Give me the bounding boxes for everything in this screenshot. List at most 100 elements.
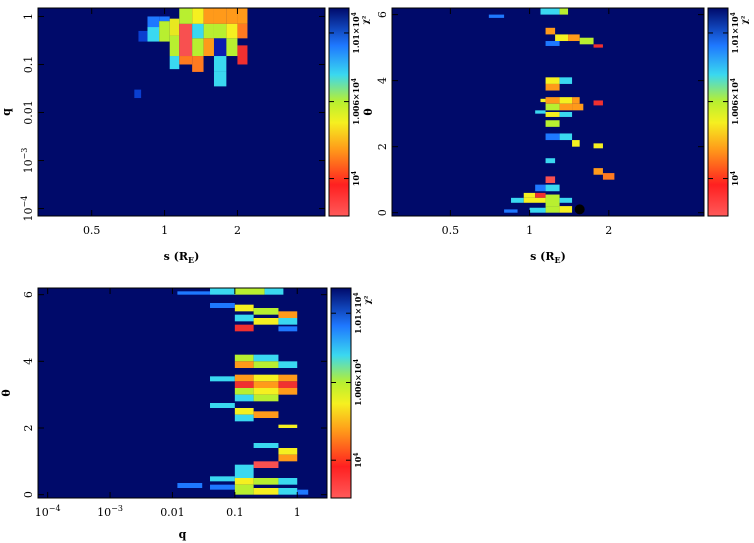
heatmap-cell (545, 176, 556, 183)
y-tick-label: 2 (376, 143, 389, 150)
heatmap-cell (559, 77, 573, 84)
heatmap-cell (545, 184, 560, 192)
heatmap-cell (559, 197, 573, 203)
colorbar-gradient (330, 287, 352, 499)
heatmap-cell (159, 21, 170, 42)
colorbar-gradient (328, 7, 350, 217)
heatmap-cell (523, 192, 536, 198)
heatmap-cell (134, 89, 142, 99)
heatmap-cell (234, 484, 254, 495)
heatmap-cell (253, 461, 279, 468)
y-tick-label: 10−4 (20, 196, 35, 222)
heatmap-cell (535, 184, 546, 192)
heatmap-cell (559, 97, 573, 104)
x-tick-label: 0.5 (83, 224, 101, 237)
x-axis-label: s (RE) (164, 250, 200, 265)
heatmap-cell (579, 37, 594, 45)
panel-top-left: 0.5 1 2 1 0.1 0.01 10−3 10−4 s (RE) q 1.01×104 1.00… (0, 7, 370, 265)
heatmap-cell (545, 83, 560, 91)
heatmap-cell (278, 454, 298, 462)
heatmap-cell (138, 30, 148, 42)
heatmap-cell (545, 77, 560, 84)
heatmap-cell (559, 8, 569, 15)
heatmap-cell (278, 388, 298, 395)
y-tick-label: 6 (376, 11, 389, 18)
heatmap-cell (504, 209, 518, 213)
heatmap-cell (213, 71, 227, 87)
heatmap-cell (535, 110, 546, 114)
heatmap-cell (572, 97, 580, 104)
x-tick-label: 0.1 (226, 506, 244, 519)
y-tick-label: 4 (376, 77, 389, 84)
y-tick-label: 10−3 (20, 148, 35, 174)
plot-frame (391, 7, 705, 217)
heatmap-cell (234, 388, 254, 395)
heatmap-cell (278, 381, 298, 388)
heatmap-cell (278, 478, 298, 485)
heatmap-cell (169, 56, 180, 70)
heatmap-cell (540, 98, 546, 103)
heatmap-cell (213, 56, 227, 72)
heatmap-cell (210, 484, 235, 490)
heatmap-cell (177, 291, 211, 295)
heatmap-cell (210, 376, 235, 382)
best-fit-marker (574, 204, 585, 215)
x-tick-label: 0.5 (442, 224, 460, 237)
heatmap-cell (234, 464, 254, 478)
heatmap-cell (545, 103, 560, 111)
x-tick-label: 2 (605, 224, 612, 237)
heatmap-cell (203, 8, 214, 24)
heatmap-cell (234, 414, 254, 422)
y-tick-label: 0.1 (22, 56, 35, 74)
heatmap-cell (234, 408, 254, 415)
y-tick-label: 4 (22, 358, 35, 365)
heatmap-cell (192, 23, 204, 39)
heatmap-cell (545, 112, 560, 117)
plot-frame (37, 7, 326, 217)
x-tick-label: 2 (234, 224, 241, 237)
heatmap-cell (226, 38, 238, 57)
heatmap-cell (237, 45, 248, 65)
panel-bottom-left: 10−4 10−3 0.01 0.1 10246qθ1.01×1041.006×1041… (0, 287, 372, 541)
heatmap-cell (253, 488, 279, 495)
x-tick-label: 1 (294, 506, 301, 519)
heatmap-cell (234, 314, 254, 322)
heatmap-cell (203, 23, 214, 39)
heatmap-cell (253, 388, 279, 395)
y-tick-label: 0 (376, 209, 389, 216)
heatmap-cell (264, 288, 284, 295)
heatmap-cell (213, 23, 227, 39)
x-axis-label: s (RE) (530, 250, 566, 265)
colorbar-label: 104 (353, 453, 363, 468)
heatmap-cell (278, 448, 298, 455)
heatmap-cell (253, 374, 279, 382)
colorbar-label: 1.01×104 (351, 12, 361, 54)
heatmap-cell (555, 34, 569, 42)
heatmap-cell (234, 288, 265, 295)
heatmap-cell (278, 361, 298, 368)
heatmap-cell (147, 27, 160, 42)
y-axis-label: θ (0, 389, 13, 396)
heatmap-cell (234, 354, 254, 362)
heatmap-cell (234, 394, 254, 402)
heatmap-cell (559, 206, 573, 213)
x-tick-label: 10−3 (97, 504, 123, 519)
x-tick-label: 10−4 (35, 504, 61, 519)
heatmap-cell (545, 120, 560, 127)
heatmap-cell (203, 38, 214, 57)
heatmap-cell (278, 318, 298, 325)
y-tick-label: 1 (22, 13, 35, 20)
heatmap-cell (593, 100, 603, 106)
heatmap-cell (529, 207, 546, 213)
colorbar: 1.01×104 1.006×104 104 χ² (328, 7, 370, 217)
heatmap-cell (210, 288, 235, 295)
heatmap-cell (234, 361, 254, 368)
y-axis-label: θ (362, 108, 375, 115)
heatmap-cell (253, 308, 279, 315)
heatmap-cell (253, 478, 279, 485)
colorbar-label: 104 (351, 171, 361, 186)
heatmap-cell (234, 374, 254, 382)
x-tick-label: 0.01 (160, 506, 185, 519)
heatmap-cell (147, 16, 160, 31)
